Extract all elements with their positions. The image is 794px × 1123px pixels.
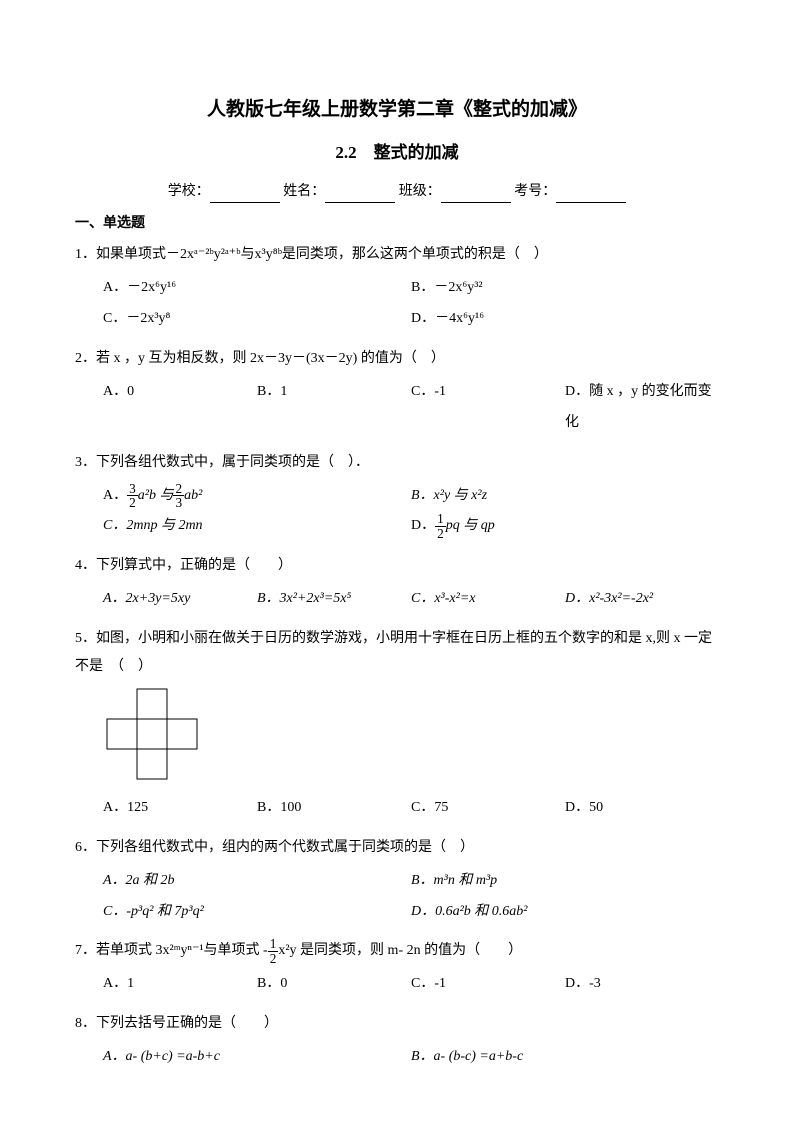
- q2-option-c: C．-1: [411, 377, 565, 439]
- page-title-sub: 2.2 整式的加减: [75, 139, 719, 166]
- q1-option-b: B．－2x⁶y³²: [411, 273, 719, 304]
- q3-a-end: ab²: [184, 488, 202, 503]
- question-6: 6．下列各组代数式中，组内的两个代数式属于同类项的是（ ） A．2a 和 2b …: [75, 834, 719, 928]
- blank-class[interactable]: [441, 187, 511, 203]
- q7-option-d: D．-3: [565, 969, 719, 1000]
- question-2: 2．若 x ，y 互为相反数，则 2x－3y－(3x－2y) 的值为（ ） A．…: [75, 345, 719, 439]
- question-7: 7．若单项式 3x²ᵐyⁿ⁻¹与单项式 -12x²y 是同类项，则 m- 2n …: [75, 937, 719, 1000]
- blank-name[interactable]: [325, 187, 395, 203]
- q8-option-a: A．a- (b+c) =a-b+c: [103, 1042, 411, 1073]
- label-school: 学校：: [168, 184, 210, 199]
- label-exam: 考号：: [514, 184, 556, 199]
- q3-a-mid: a²b 与: [138, 488, 174, 503]
- q2-option-d: D．随 x ，y 的变化而变化: [565, 377, 719, 439]
- info-row: 学校： 姓名： 班级： 考号：: [75, 181, 719, 203]
- q6-option-c: C．-p³q² 和 7p³q²: [103, 897, 411, 928]
- question-1: 1．如果单项式－2xᵃ⁻²ᵇy²ᵃ⁺ᵇ与x³y⁸ᵇ是同类项，那么这两个单项式的积…: [75, 241, 719, 335]
- blank-exam[interactable]: [556, 187, 626, 203]
- q4-text: 4．下列算式中，正确的是（ ）: [75, 552, 719, 580]
- q4-option-d: D．x²-3x²=-2x²: [565, 584, 719, 615]
- q5-option-c: C．75: [411, 793, 565, 824]
- q1-text: 1．如果单项式－2xᵃ⁻²ᵇy²ᵃ⁺ᵇ与x³y⁸ᵇ是同类项，那么这两个单项式的积…: [75, 241, 719, 269]
- q3-d-pre: D．: [411, 518, 435, 533]
- q7-option-a: A．1: [103, 969, 257, 1000]
- q8-text: 8．下列去括号正确的是（ ）: [75, 1010, 719, 1038]
- q1-option-a: A．－2x⁶y¹⁶: [103, 273, 411, 304]
- q3-option-b: B．x²y 与 x²z: [411, 481, 719, 512]
- q4-option-a: A．2x+3y=5xy: [103, 584, 257, 615]
- q5-option-d: D．50: [565, 793, 719, 824]
- q7-text-post: x²y 是同类项，则 m- 2n 的值为（ ）: [278, 943, 522, 958]
- q3-option-c: C．2mnp 与 2mn: [103, 511, 411, 542]
- q2-option-a: A．0: [103, 377, 257, 439]
- q5-text: 5．如图，小明和小丽在做关于日历的数学游戏，小明用十字框在日历上框的五个数字的和…: [75, 625, 719, 681]
- q7-option-b: B．0: [257, 969, 411, 1000]
- q8-option-b: B．a- (b-c) =a+b-c: [411, 1042, 719, 1073]
- blank-school[interactable]: [210, 187, 280, 203]
- q7-text-pre: 7．若单项式 3x²ᵐyⁿ⁻¹与单项式 -: [75, 943, 268, 958]
- label-name: 姓名：: [283, 184, 325, 199]
- q5-option-b: B．100: [257, 793, 411, 824]
- q3-option-d: D．12pq 与 qp: [411, 511, 719, 542]
- q2-text: 2．若 x ，y 互为相反数，则 2x－3y－(3x－2y) 的值为（ ）: [75, 345, 719, 373]
- q7-option-c: C．-1: [411, 969, 565, 1000]
- q2-option-b: B．1: [257, 377, 411, 439]
- question-8: 8．下列去括号正确的是（ ） A．a- (b+c) =a-b+c B．a- (b…: [75, 1010, 719, 1073]
- q6-option-a: A．2a 和 2b: [103, 866, 411, 897]
- question-4: 4．下列算式中，正确的是（ ） A．2x+3y=5xy B．3x²+2x³=5x…: [75, 552, 719, 615]
- q1-option-c: C．－2x³y⁸: [103, 304, 411, 335]
- q6-option-b: B．m³n 和 m³p: [411, 866, 719, 897]
- q7-text: 7．若单项式 3x²ᵐyⁿ⁻¹与单项式 -12x²y 是同类项，则 m- 2n …: [75, 937, 719, 965]
- q3-d-post: pq 与 qp: [446, 518, 495, 533]
- q3-option-a: A．32a²b 与23ab²: [103, 481, 411, 512]
- question-5: 5．如图，小明和小丽在做关于日历的数学游戏，小明用十字框在日历上框的五个数字的和…: [75, 625, 719, 824]
- page-title-main: 人教版七年级上册数学第二章《整式的加减》: [75, 95, 719, 125]
- q4-option-b: B．3x²+2x³=5x⁵: [257, 584, 411, 615]
- q4-option-c: C．x³-x²=x: [411, 584, 565, 615]
- q6-text: 6．下列各组代数式中，组内的两个代数式属于同类项的是（ ）: [75, 834, 719, 862]
- question-3: 3．下列各组代数式中，属于同类项的是（ ）． A．32a²b 与23ab² B．…: [75, 449, 719, 543]
- label-class: 班级：: [399, 184, 441, 199]
- section-header: 一、单选题: [75, 213, 719, 235]
- q5-option-a: A．125: [103, 793, 257, 824]
- cross-figure: [103, 687, 719, 787]
- q6-option-d: D．0.6a²b 和 0.6ab²: [411, 897, 719, 928]
- q3-a-pre: A．: [103, 488, 127, 503]
- q1-option-d: D．－4x⁶y¹⁶: [411, 304, 719, 335]
- q3-text: 3．下列各组代数式中，属于同类项的是（ ）．: [75, 449, 719, 477]
